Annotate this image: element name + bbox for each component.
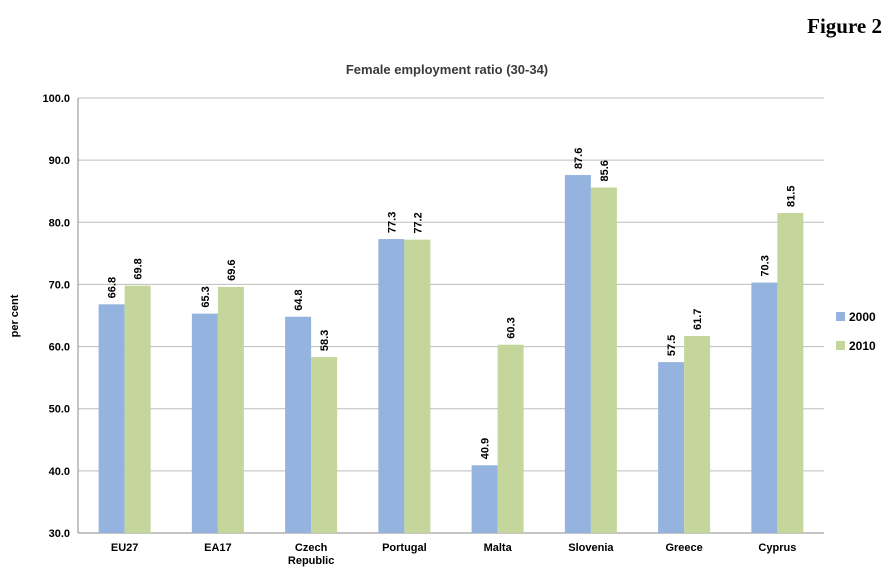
data-label: 85.6 <box>599 160 611 181</box>
bar-2000 <box>564 175 591 534</box>
bar-2010 <box>311 357 338 533</box>
y-tick-label: 60.0 <box>49 342 70 354</box>
bar-2010 <box>777 212 804 533</box>
x-tick-label: Slovenia <box>568 542 614 554</box>
y-tick-label: 80.0 <box>49 217 70 229</box>
bar-2000 <box>751 282 778 533</box>
data-label: 69.6 <box>226 259 238 280</box>
legend-swatch-2000 <box>836 312 845 321</box>
bar-2010 <box>684 336 711 533</box>
y-tick-labels: 30.0 40.0 50.0 60.0 70.0 80.0 90.0 100.0 <box>42 93 70 540</box>
x-tick-label: Malta <box>484 542 513 554</box>
legend-swatch-2010 <box>836 341 845 350</box>
data-label: 60.3 <box>506 317 518 338</box>
bar-2000 <box>378 239 405 534</box>
grid-lines <box>77 97 824 534</box>
x-tick-label: Czech <box>295 542 328 554</box>
bar-2010 <box>404 239 431 533</box>
legend-label-2000: 2000 <box>849 310 876 324</box>
x-tick-label: Republic <box>288 555 334 567</box>
data-label: 65.3 <box>200 286 212 307</box>
bar-2010 <box>217 286 244 533</box>
chart-title: Female employment ratio (30-34) <box>346 62 548 77</box>
bar-2000 <box>658 362 685 533</box>
data-label: 77.2 <box>412 212 424 233</box>
data-label: 87.6 <box>573 148 585 169</box>
y-tick-label: 100.0 <box>42 93 70 105</box>
bar-2000 <box>471 465 498 533</box>
bar-2010 <box>124 285 151 533</box>
legend-label-2010: 2010 <box>849 339 876 353</box>
x-tick-label: Greece <box>665 542 702 554</box>
data-label: 57.5 <box>666 335 678 356</box>
data-labels: 66.8 69.8 65.3 69.6 64.8 58.3 77.3 77.2 40.9 60.3… <box>107 148 798 460</box>
x-tick-label: Cyprus <box>758 542 796 554</box>
data-label: 77.3 <box>386 212 398 233</box>
data-label: 66.8 <box>107 277 119 298</box>
bars <box>98 175 804 534</box>
bar-2000 <box>191 313 218 533</box>
x-tick-label: Portugal <box>382 542 427 554</box>
data-label: 81.5 <box>785 186 797 207</box>
legend: 2000 2010 <box>836 310 876 353</box>
data-label: 58.3 <box>319 330 331 351</box>
data-label: 69.8 <box>133 258 145 279</box>
data-label: 40.9 <box>480 438 492 459</box>
bar-2000 <box>285 316 312 533</box>
x-tick-label: EU27 <box>111 542 139 554</box>
bar-2010 <box>497 344 524 533</box>
x-tick-label: EA17 <box>204 542 232 554</box>
y-tick-label: 30.0 <box>49 528 70 540</box>
y-tick-label: 90.0 <box>49 155 70 167</box>
data-label: 70.3 <box>759 255 771 276</box>
y-axis-label: per cent <box>9 294 21 337</box>
y-tick-label: 40.0 <box>49 466 70 478</box>
bar-2000 <box>98 304 125 533</box>
data-label: 64.8 <box>293 289 305 310</box>
bar-2010 <box>590 187 617 533</box>
y-tick-label: 50.0 <box>49 404 70 416</box>
y-tick-label: 70.0 <box>49 279 70 291</box>
data-label: 61.7 <box>692 309 704 330</box>
figure-label: Figure 2 <box>807 14 882 38</box>
